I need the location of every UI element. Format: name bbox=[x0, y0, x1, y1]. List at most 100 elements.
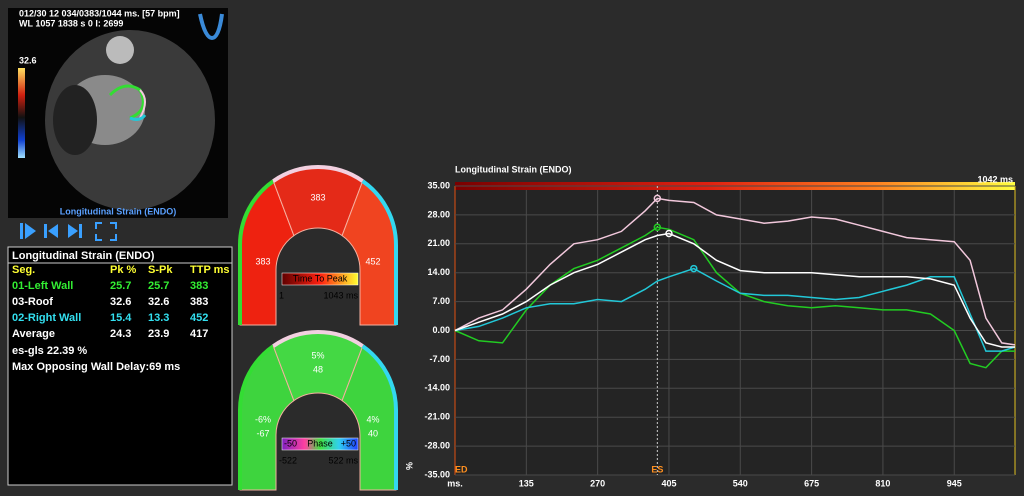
roof-trace bbox=[139, 89, 146, 119]
y-tick-label: -28.00 bbox=[424, 440, 450, 450]
y-axis-label: % bbox=[404, 462, 414, 470]
play-button[interactable] bbox=[20, 223, 36, 239]
table-cell: 383 bbox=[190, 296, 208, 308]
legend-max: 522 ms bbox=[328, 455, 358, 465]
legend-bar bbox=[281, 437, 359, 451]
legend-left: -50 bbox=[284, 438, 297, 448]
gauges: 383 383 452 Time To Peak 1 1043 ms -6% -67 5% 48 4… bbox=[238, 165, 398, 491]
table-title: Longitudinal Strain (ENDO) bbox=[12, 250, 155, 262]
gauge-edge bbox=[272, 330, 364, 348]
peak-marker bbox=[653, 194, 662, 203]
table-note: Max Opposing Wall Delay:69 ms bbox=[12, 361, 180, 373]
x-unit: ms. bbox=[447, 478, 463, 488]
table-cell: 01-Left Wall bbox=[12, 280, 73, 292]
y-tick-label: 21.00 bbox=[427, 238, 450, 248]
series-line bbox=[454, 197, 1016, 346]
table-cell: 03-Roof bbox=[12, 296, 53, 308]
x-tick-label: 675 bbox=[804, 478, 819, 488]
table-cell: 23.9 bbox=[148, 328, 169, 340]
orientation-icon bbox=[198, 13, 224, 41]
y-tick-label: 7.00 bbox=[432, 296, 450, 306]
gauge-edge bbox=[361, 344, 398, 490]
column-header: TTP ms bbox=[190, 264, 230, 276]
peak-marker bbox=[665, 229, 673, 238]
gauge-edge bbox=[361, 179, 398, 325]
results-table: Longitudinal Strain (ENDO) Seg. Pk % S-Pk T… bbox=[7, 246, 233, 486]
y-tick-label: 14.00 bbox=[427, 267, 450, 277]
table-cell: 32.6 bbox=[148, 296, 169, 308]
y-tick-label: -21.00 bbox=[424, 412, 450, 422]
last-frame-button[interactable] bbox=[68, 224, 82, 238]
legend-max: 1043 ms bbox=[323, 290, 358, 300]
table-cell: 452 bbox=[190, 312, 208, 324]
gauge: 383 383 452 Time To Peak 1 1043 ms bbox=[238, 165, 398, 326]
first-frame-button[interactable] bbox=[44, 224, 58, 238]
x-tick-label: 270 bbox=[590, 478, 605, 488]
series-line bbox=[454, 232, 1015, 348]
column-header: S-Pk bbox=[148, 264, 173, 276]
gauge-edge bbox=[272, 165, 364, 183]
x-tick-label: 810 bbox=[875, 478, 890, 488]
x-tick-label: 945 bbox=[947, 478, 962, 488]
right-trace bbox=[129, 114, 147, 121]
column-header: Pk % bbox=[110, 264, 137, 276]
x-tick-label: 405 bbox=[661, 478, 676, 488]
fullscreen-button[interactable] bbox=[95, 222, 117, 241]
segment-label: -67 bbox=[256, 428, 269, 438]
x-tick-label: 540 bbox=[733, 478, 748, 488]
gauge-edge bbox=[238, 344, 275, 490]
y-tick-label: -7.00 bbox=[429, 354, 450, 364]
segment-label: -6% bbox=[255, 414, 271, 424]
legend-title: Phase bbox=[307, 438, 333, 448]
table-cell: 25.7 bbox=[148, 280, 169, 292]
image-caption: Longitudinal Strain (ENDO) bbox=[60, 206, 177, 216]
table-note: es-gls 22.39 % bbox=[12, 345, 87, 357]
y-tick-label: -14.00 bbox=[424, 383, 450, 393]
segment-label: 452 bbox=[365, 256, 380, 266]
table-cell: 417 bbox=[190, 328, 208, 340]
chart-title: Longitudinal Strain (ENDO) bbox=[455, 164, 572, 174]
segment-label: 383 bbox=[255, 256, 270, 266]
y-tick-label: 35.00 bbox=[427, 180, 450, 190]
segment-label: 48 bbox=[313, 364, 323, 374]
legend-min: 1 bbox=[279, 290, 284, 300]
table-cell: 24.3 bbox=[110, 328, 131, 340]
table-cell: 02-Right Wall bbox=[12, 312, 81, 324]
event-label: ED bbox=[455, 464, 468, 474]
y-tick-label: 0.00 bbox=[432, 325, 450, 335]
table-cell: 32.6 bbox=[110, 296, 131, 308]
playback-controls bbox=[20, 222, 117, 241]
table-bg bbox=[7, 246, 233, 486]
table-cell: 13.3 bbox=[148, 312, 169, 324]
segment-label: 40 bbox=[368, 428, 378, 438]
table-cell: 383 bbox=[190, 280, 208, 292]
scale-max: 32.6 bbox=[19, 55, 37, 65]
x-tick-label: 135 bbox=[519, 478, 534, 488]
event-label: ES bbox=[651, 464, 663, 474]
peak-marker bbox=[690, 264, 698, 273]
legend-bar bbox=[281, 272, 359, 286]
strain-chart: Longitudinal Strain (ENDO) 1042 ms ms. %… bbox=[404, 164, 1016, 488]
y-tick-label: 28.00 bbox=[427, 209, 450, 219]
image-info: 012/30 12 034/0383/1044 ms. [57 bpm] bbox=[19, 8, 180, 18]
series-line bbox=[454, 267, 1016, 352]
image-viewport: 012/30 12 034/0383/1044 ms. [57 bpm] WL … bbox=[8, 8, 228, 218]
segment-label: 5% bbox=[311, 350, 324, 360]
legend-right: +50 bbox=[341, 438, 356, 448]
image-vessel bbox=[106, 36, 134, 64]
gauge-edge bbox=[238, 179, 275, 325]
segment-label: 383 bbox=[310, 192, 325, 202]
segment-label: 4% bbox=[366, 414, 379, 424]
legend-min: -522 bbox=[279, 455, 297, 465]
table-cell: 15.4 bbox=[110, 312, 132, 324]
peak-marker bbox=[653, 223, 662, 232]
image-lung bbox=[53, 85, 97, 155]
column-header: Seg. bbox=[12, 264, 35, 276]
table-cell: Average bbox=[12, 328, 55, 340]
legend-title: Time To Peak bbox=[293, 273, 348, 283]
color-scale bbox=[18, 68, 25, 158]
table-cell: 25.7 bbox=[110, 280, 131, 292]
y-tick-label: -35.00 bbox=[424, 469, 450, 479]
